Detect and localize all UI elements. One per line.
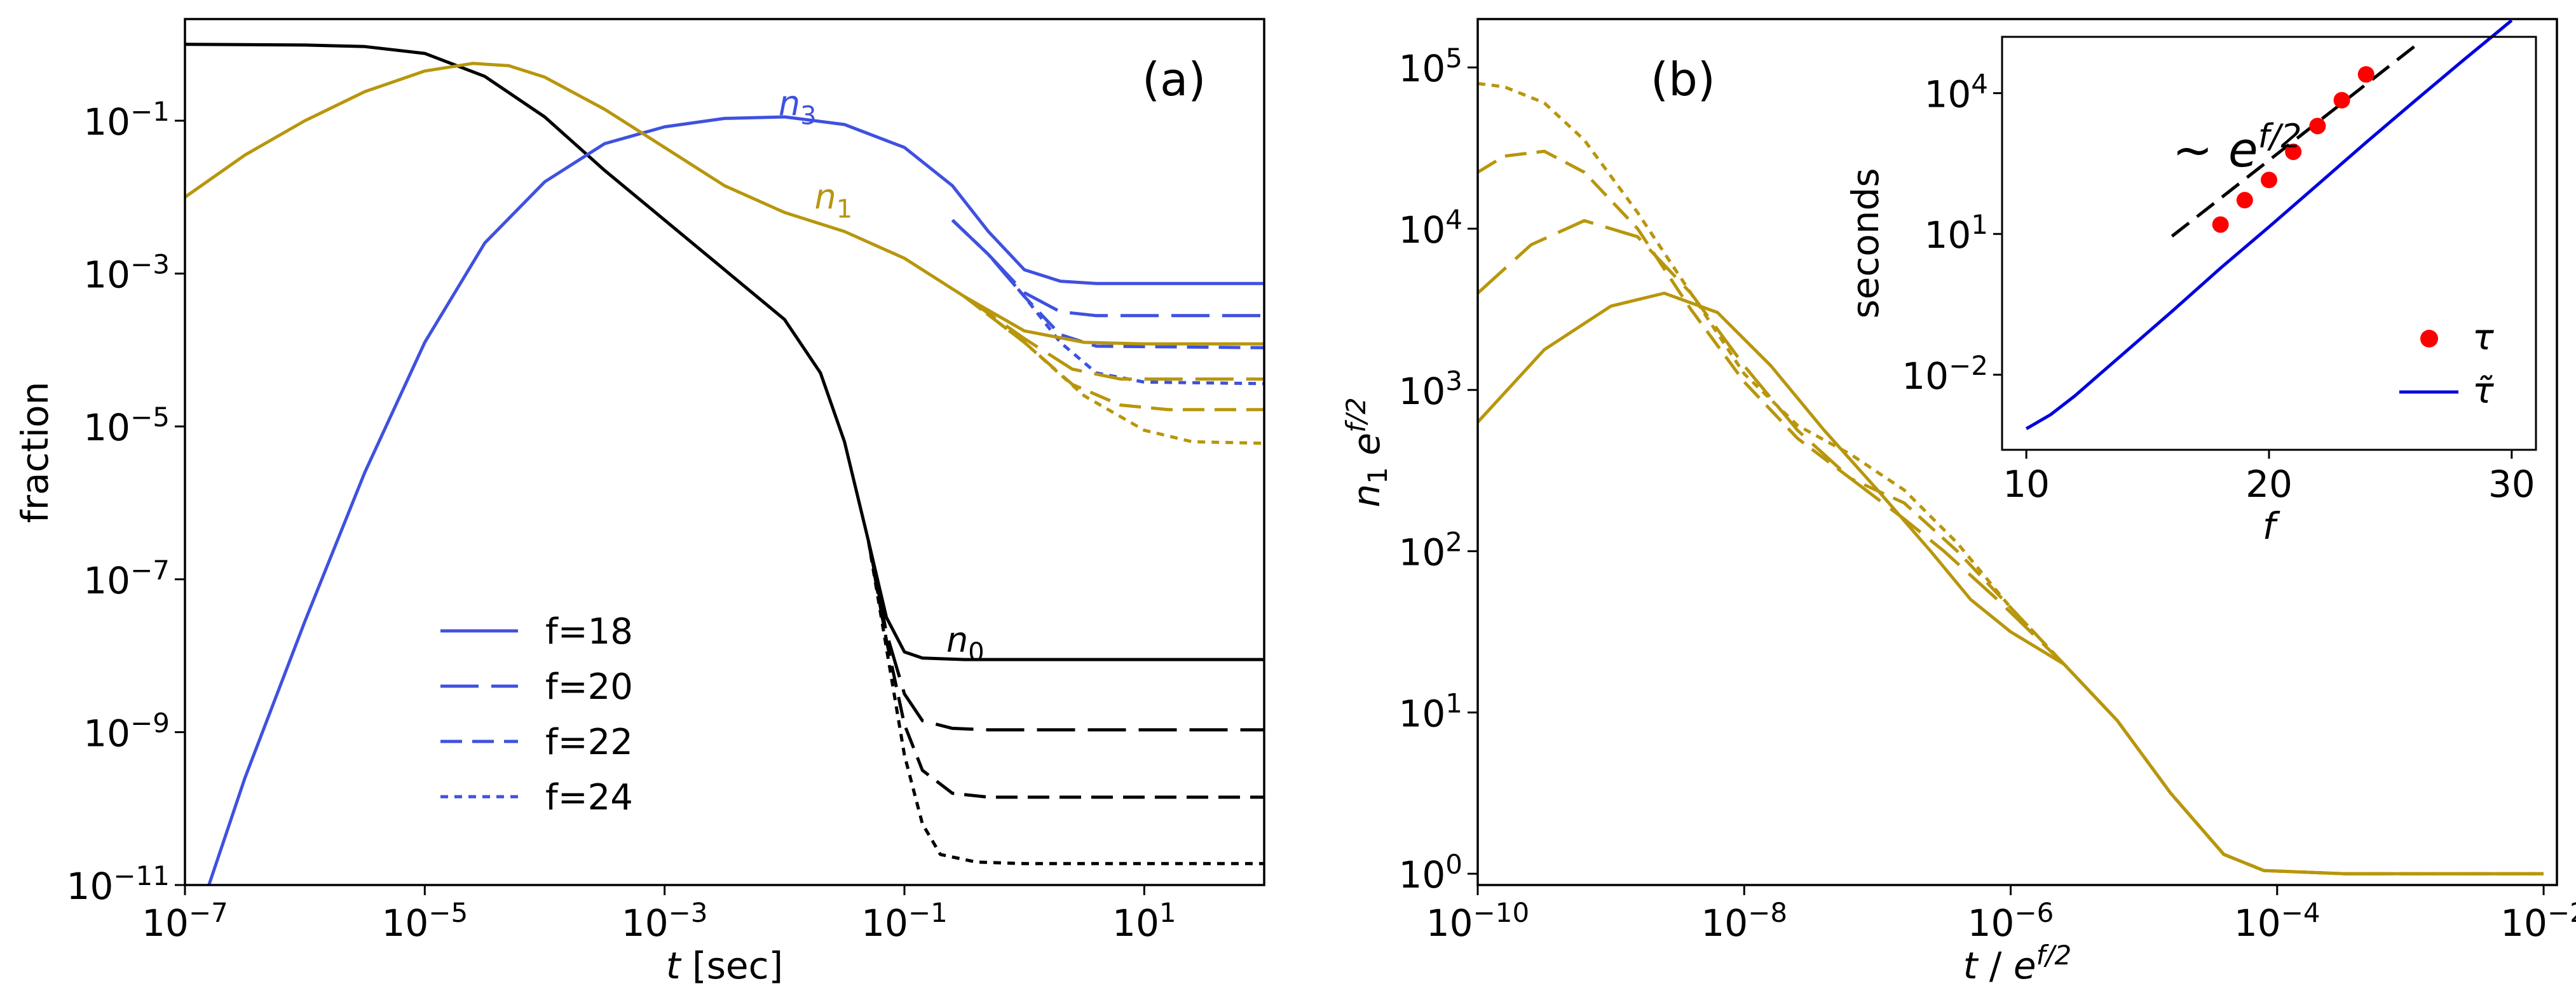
y-tick-label: 10−7 xyxy=(83,555,170,602)
y-tick-label: 104 xyxy=(1398,204,1462,252)
tau-point xyxy=(2309,118,2326,135)
panel-b: 10−1010−810−610−410−2100101102103104105 … xyxy=(1340,18,2576,987)
y-tick-label: 10−3 xyxy=(83,249,170,297)
legend-label: f=22 xyxy=(545,722,633,763)
series-n1-solid xyxy=(185,62,1264,346)
tau-point xyxy=(2357,66,2375,83)
legend-tau-marker xyxy=(2420,330,2438,348)
series-n3-dash xyxy=(951,219,1264,349)
x-tick-label: 10 xyxy=(2003,463,2050,506)
series-n1-dot xyxy=(963,295,1264,445)
tau-point xyxy=(2333,91,2350,109)
x-tick-label: 101 xyxy=(1112,897,1176,945)
inset-ylabel: seconds xyxy=(1844,168,1887,318)
x-tick-label: 20 xyxy=(2245,463,2293,506)
y-tick-label: 103 xyxy=(1398,365,1462,413)
x-tick-label: 10−2 xyxy=(2500,897,2576,945)
x-tick-label: 10−8 xyxy=(1701,897,1787,945)
legend-label: f=20 xyxy=(545,666,633,708)
panel-a-label: (a) xyxy=(1142,53,1206,106)
x-tick-label: 10−6 xyxy=(1968,897,2054,945)
series-n3-longdash xyxy=(951,219,1264,318)
annotation-n0: n0 xyxy=(946,620,985,667)
panel-b-curves xyxy=(1476,82,2544,875)
tau-tilde-curve xyxy=(2025,19,2513,430)
series-n1-longdash xyxy=(963,295,1264,381)
inset-curves xyxy=(2025,19,2513,430)
panel-b-xlabel: t / ef/2 xyxy=(1963,940,2072,987)
y-tick-label: 10−1 xyxy=(83,96,170,144)
annotation-n3: n3 xyxy=(779,84,817,131)
panel-b-axes-frame xyxy=(1476,18,2558,886)
inset-ticks: 10 20 30 10−2 101 104 xyxy=(1902,69,2535,506)
panel-a-legend: f=18 f=20 f=22 f=24 xyxy=(440,611,633,818)
tau-point xyxy=(2261,172,2277,189)
x-tick-label: 30 xyxy=(2488,463,2535,506)
series-n0-dash xyxy=(866,541,1264,799)
panel-b-ticks: 10−10 10−8 10−6 10−4 10−2 100 101 102 103 104 105 xyxy=(1398,43,2576,945)
x-tick-label: 10−10 xyxy=(1426,897,1529,945)
y-tick-label: 102 xyxy=(1398,527,1462,574)
y-tick-label: 10−2 xyxy=(1902,350,1988,398)
x-tick-label: 10−5 xyxy=(381,897,468,945)
inset-trend-annotation: ~ ef/2 xyxy=(2172,118,2302,178)
panel-a-ylabel: fraction xyxy=(13,382,57,524)
y-tick-label: 101 xyxy=(1398,687,1462,735)
series-n0-longdash xyxy=(866,541,1264,732)
legend-tau-tilde-label: τ̃ xyxy=(2472,370,2494,412)
legend-label: f=18 xyxy=(545,611,633,652)
trend-line xyxy=(2171,44,2416,238)
x-tick-label: 10−3 xyxy=(622,897,708,945)
legend-tau-label: τ xyxy=(2472,317,2494,358)
x-tick-label: 10−1 xyxy=(861,897,948,945)
y-tick-label: 101 xyxy=(1924,209,1988,257)
y-tick-label: 10−5 xyxy=(83,402,170,449)
panel-a: 10−7 10−5 10−3 10−1 101 10−11 10−9 10−7 10−5 10−3… xyxy=(13,18,1265,987)
inset-legend: τ τ̃ xyxy=(2399,317,2494,412)
y-tick-label: 10−11 xyxy=(67,860,170,908)
tau-point xyxy=(2212,216,2229,233)
tau-point xyxy=(2285,143,2302,160)
y-tick-label: 104 xyxy=(1924,69,1988,116)
x-tick-label: 10−7 xyxy=(142,897,228,945)
tau-point xyxy=(2236,192,2253,209)
y-tick-label: 10−9 xyxy=(83,707,170,755)
series-n0-dot xyxy=(866,541,1264,865)
series-n1-dash xyxy=(963,295,1264,412)
panel-b-ylabel: n1 ef/2 xyxy=(1340,397,1393,507)
y-tick-label: 100 xyxy=(1398,849,1462,896)
series-n0-solid xyxy=(185,43,1264,661)
panel-a-annotations: n3 n1 n0 xyxy=(779,84,985,668)
annotation-n1: n1 xyxy=(815,177,853,224)
panel-b-label: (b) xyxy=(1651,53,1715,106)
series-n3-solid xyxy=(207,115,1264,885)
legend-label: f=24 xyxy=(545,777,633,818)
panel-a-axes-frame xyxy=(184,18,1265,886)
y-tick-label: 105 xyxy=(1398,43,1462,90)
series-f=24 xyxy=(1477,82,2544,875)
x-tick-label: 10−4 xyxy=(2234,897,2320,945)
panel-a-curves xyxy=(185,43,1264,885)
panel-a-ticks: 10−7 10−5 10−3 10−1 101 10−11 10−9 10−7 10−5 10−3… xyxy=(67,96,1176,945)
panel-a-xlabel: t [sec] xyxy=(666,944,783,987)
